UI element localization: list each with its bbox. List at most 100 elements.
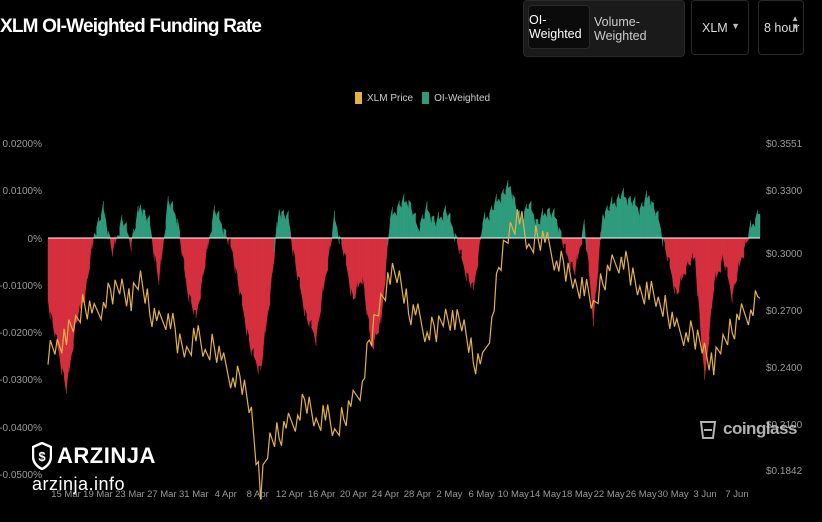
funding-bar-positive <box>447 212 451 239</box>
funding-bar-positive <box>537 223 541 239</box>
funding-bar-positive <box>618 197 622 239</box>
funding-bar-negative <box>52 237 56 338</box>
funding-bar-positive <box>660 228 664 247</box>
right-tick-label: $0.3300 <box>766 186 803 197</box>
funding-bar-negative <box>579 237 583 249</box>
funding-bar-positive <box>521 215 525 239</box>
symbol-select[interactable]: XLM ▼ <box>691 0 749 55</box>
funding-bar-negative <box>341 237 345 257</box>
funding-bar-negative <box>66 237 70 390</box>
funding-bar-negative <box>84 237 88 295</box>
funding-bar-negative <box>588 237 592 295</box>
funding-bar-negative <box>204 237 208 262</box>
funding-bar-negative <box>237 237 241 296</box>
funding-bar-positive <box>94 232 97 239</box>
funding-bar-negative <box>110 237 113 257</box>
funding-bar-negative <box>718 237 721 273</box>
funding-bar-negative <box>380 237 384 323</box>
tab-oi-weighted[interactable]: OI-Weighted <box>528 5 590 49</box>
funding-bar-negative <box>47 237 51 320</box>
right-tick-label: $0.2700 <box>766 306 803 317</box>
funding-bar-positive <box>554 216 557 239</box>
x-tick-label: 8 Apr <box>247 489 269 500</box>
x-tick-label: 4 Apr <box>215 489 237 500</box>
funding-bar-negative <box>722 237 726 271</box>
funding-bar-negative <box>202 237 206 276</box>
funding-bar-negative <box>695 237 698 297</box>
funding-bar-positive <box>658 219 661 239</box>
funding-bar-negative <box>295 237 298 281</box>
funding-bar-negative <box>128 236 132 252</box>
funding-bar-positive <box>216 209 220 239</box>
funding-bar-negative <box>461 237 465 267</box>
legend-label-oi[interactable]: OI-Weighted <box>434 92 491 104</box>
x-tick-label: 27 Mar <box>147 489 177 500</box>
funding-bar-positive <box>528 200 532 239</box>
funding-bar-negative <box>304 237 308 315</box>
funding-bar-negative <box>743 237 747 250</box>
funding-bar-positive <box>396 200 400 239</box>
funding-bar-negative <box>297 237 301 279</box>
left-tick-label: -0.0100% <box>0 281 42 292</box>
funding-bar-positive <box>498 198 502 239</box>
funding-bar-negative <box>725 237 728 268</box>
funding-bar-negative <box>89 237 93 264</box>
funding-bar-negative <box>692 237 696 260</box>
funding-bar-negative <box>80 237 83 309</box>
funding-bar-negative <box>355 237 358 294</box>
x-axis: 15 Mar 19 Mar 23 Mar 27 Mar 31 Mar 4 Apr 8 Apr… <box>51 489 748 500</box>
funding-bar-negative <box>154 237 157 263</box>
funding-bar-negative <box>473 237 476 290</box>
funding-bar-positive <box>549 211 553 239</box>
funding-bar-positive <box>648 195 652 239</box>
funding-bar-negative <box>193 237 197 311</box>
funding-bar-positive <box>406 201 409 239</box>
x-tick-label: 2 May <box>436 489 462 500</box>
funding-bar-positive <box>558 226 562 239</box>
funding-bar-positive <box>165 195 169 239</box>
funding-bar-positive <box>276 209 280 239</box>
funding-bar-positive <box>630 200 634 239</box>
tab-volume-weighted[interactable]: Volume-Weighted <box>594 14 647 43</box>
funding-bar-positive <box>278 209 282 239</box>
funding-bar-negative <box>73 237 76 340</box>
funding-bar-positive <box>283 214 287 239</box>
left-tick-label: 0.0100% <box>3 186 43 197</box>
funding-bar-negative <box>366 237 370 321</box>
funding-bar-positive <box>556 219 560 239</box>
funding-bar-positive <box>514 202 518 239</box>
funding-bar-positive <box>126 230 130 239</box>
funding-bar-negative <box>385 237 389 272</box>
funding-bar-negative <box>318 237 321 322</box>
funding-bar-negative <box>706 237 710 357</box>
legend-label-price[interactable]: XLM Price <box>367 92 414 104</box>
funding-bar-negative <box>267 237 271 314</box>
funding-bar-negative <box>306 237 310 328</box>
x-tick-label: 20 Apr <box>340 489 367 500</box>
funding-bar-negative <box>470 237 474 285</box>
x-tick-label: 14 May <box>530 489 561 500</box>
legend-swatch-price <box>355 92 362 104</box>
funding-bar-negative <box>382 237 386 298</box>
x-tick-label: 30 May <box>658 489 689 500</box>
funding-bar-negative <box>699 237 703 354</box>
funding-bar-negative <box>350 237 354 296</box>
funding-bar-positive <box>214 209 217 239</box>
funding-bar-positive <box>119 214 123 239</box>
funding-bar-positive <box>177 219 180 239</box>
funding-bar-positive <box>417 227 421 239</box>
funding-bar-negative <box>63 237 67 394</box>
funding-bar-positive <box>623 196 627 239</box>
funding-bar-negative <box>325 237 328 276</box>
funding-bar-positive <box>634 204 638 239</box>
funding-bar-negative <box>708 237 712 333</box>
interval-select[interactable]: 8 hour ▲ ▼ <box>758 0 804 55</box>
funding-bar-positive <box>440 216 444 239</box>
funding-bar-positive <box>410 207 414 239</box>
funding-bar-positive <box>637 207 640 239</box>
funding-bar-negative <box>91 233 95 249</box>
funding-bar-positive <box>140 204 143 239</box>
funding-bar-negative <box>57 237 60 356</box>
funding-bar-positive <box>436 211 439 239</box>
coinglass-logo-icon <box>699 421 717 439</box>
